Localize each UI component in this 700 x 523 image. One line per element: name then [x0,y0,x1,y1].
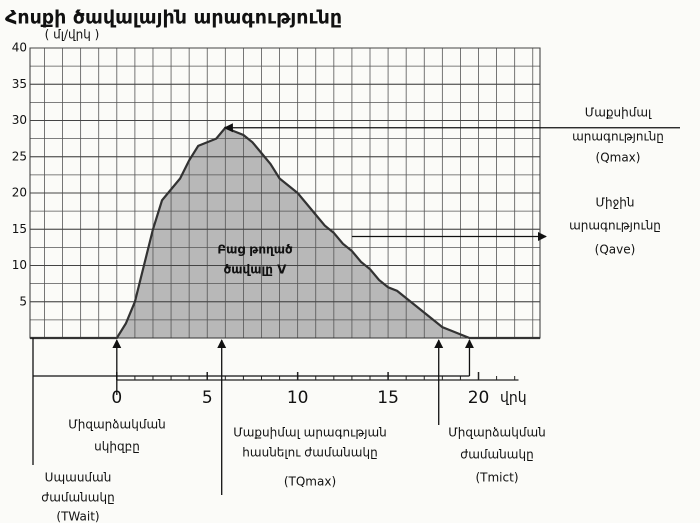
annotation-text: Միջին [595,196,634,210]
x-axis-label: վրկ [500,390,527,406]
x-tick-label: 20 [468,388,490,408]
annotation-text: արագությունը [572,130,664,144]
chart-title: Հոսքի ծավալային արագությունը [5,7,342,29]
annotation-text: Բաց թողած [217,243,293,257]
y-tick-label: 40 [12,41,27,55]
annotation-text: Մաքսիմալ [585,106,652,120]
annotation-text: արագությունը [569,219,661,233]
x-tick-label: 5 [202,388,213,408]
annotation-text: սկիզբը [94,440,140,454]
line [30,126,540,340]
annotation-text: (Qmax) [596,151,641,165]
x-tick-label: 10 [287,388,309,408]
y-tick-label: 15 [12,222,27,236]
annotation-text: հասնելու ժամանակը [242,446,377,460]
area [30,127,540,338]
annotation-text: (Qave) [595,243,636,257]
x-tick-label: 15 [377,388,399,408]
annotation-text: Միզարձակման [448,426,546,440]
y-tick-label: 10 [12,258,27,272]
y-tick-label: 5 [19,294,27,308]
annotation-text: (TWait) [56,510,99,523]
y-tick-label: 20 [12,186,27,200]
y-tick-label: 35 [12,77,27,91]
annotation-text: Սպասման [45,471,112,485]
annotation-text: (Tmict) [475,471,518,485]
annotation-text: Մաքսիմալ արագության [233,426,387,440]
annotation-text: Միզարձակման [68,418,166,432]
annotation-text: ծավալը V [224,263,287,277]
x-tick-label: 0 [111,388,122,408]
y-axis-label: ( մլ/վրկ ) [45,28,100,42]
annotation-text: (TQmax) [284,475,336,489]
annotation-text: ժամանակը [41,491,114,505]
y-tick-label: 30 [12,113,27,127]
y-tick-label: 25 [12,149,27,163]
annotation-text: ժամանակը [460,448,533,462]
